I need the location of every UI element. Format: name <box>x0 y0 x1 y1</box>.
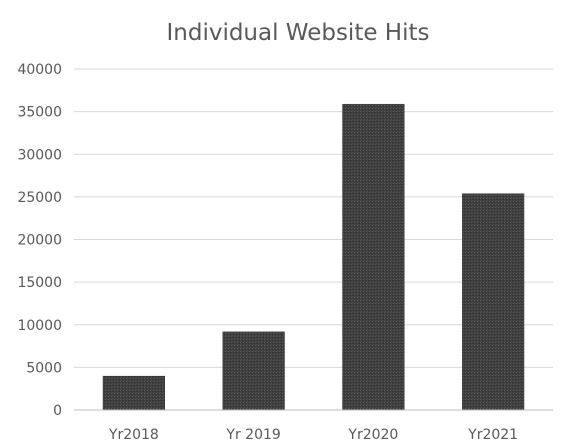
x-category-label: Yr 2019 <box>225 427 280 443</box>
bar <box>461 193 525 410</box>
y-tick-label: 40000 <box>17 62 62 78</box>
y-tick-label: 25000 <box>17 190 62 206</box>
x-category-label: Yr2018 <box>108 427 159 443</box>
y-axis-ticks: 0 5000 10000 15000 20000 25000 30000 35000 40000 <box>17 62 62 419</box>
y-tick-label: 15000 <box>17 275 62 291</box>
gridlines <box>74 68 553 368</box>
bar <box>102 375 166 410</box>
y-tick-label: 30000 <box>17 147 62 163</box>
x-category-label: Yr2021 <box>467 427 518 443</box>
bar <box>222 331 285 410</box>
x-category-label: Yr2020 <box>347 427 398 443</box>
bar <box>342 103 405 410</box>
y-tick-label: 5000 <box>26 360 62 376</box>
y-tick-label: 0 <box>53 403 62 419</box>
y-tick-label: 10000 <box>17 318 62 334</box>
y-tick-label: 20000 <box>17 233 62 249</box>
bars <box>102 103 525 410</box>
y-tick-label: 35000 <box>17 105 62 121</box>
chart-title: Individual Website Hits <box>166 20 429 46</box>
x-axis-categories: Yr2018 Yr 2019 Yr2020 Yr2021 <box>108 427 518 443</box>
